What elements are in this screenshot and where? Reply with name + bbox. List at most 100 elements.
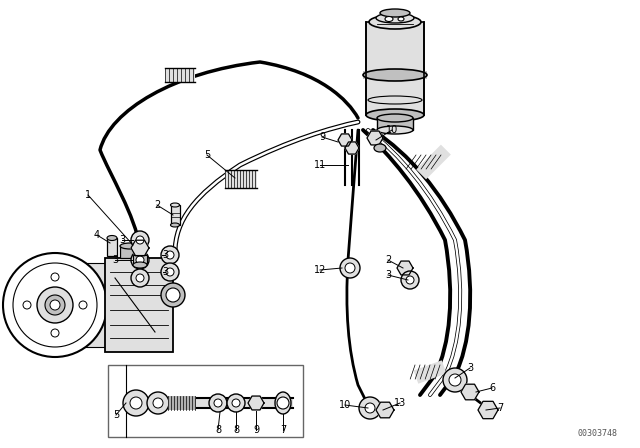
Circle shape bbox=[406, 276, 414, 284]
Ellipse shape bbox=[380, 9, 410, 17]
Circle shape bbox=[161, 246, 179, 264]
Ellipse shape bbox=[170, 223, 179, 227]
Text: 3: 3 bbox=[119, 235, 125, 245]
Bar bbox=[366, 22, 424, 75]
Bar bbox=[170, 205, 179, 225]
Ellipse shape bbox=[133, 262, 147, 268]
Text: 11: 11 bbox=[314, 160, 326, 170]
Text: 12: 12 bbox=[314, 265, 326, 275]
Bar bbox=[225, 170, 257, 188]
Bar bbox=[136, 398, 293, 408]
Circle shape bbox=[401, 271, 419, 289]
Circle shape bbox=[136, 274, 144, 282]
Bar bbox=[120, 246, 140, 258]
Circle shape bbox=[131, 269, 149, 287]
Circle shape bbox=[345, 263, 355, 273]
Text: 3: 3 bbox=[112, 255, 118, 265]
Bar bbox=[377, 118, 413, 130]
Text: 00303748: 00303748 bbox=[577, 429, 617, 438]
Polygon shape bbox=[345, 142, 359, 154]
Circle shape bbox=[37, 287, 73, 323]
Circle shape bbox=[51, 273, 59, 281]
Circle shape bbox=[13, 263, 97, 347]
Ellipse shape bbox=[377, 126, 413, 134]
Text: 6: 6 bbox=[489, 383, 495, 393]
Circle shape bbox=[147, 392, 169, 414]
Text: 1: 1 bbox=[85, 190, 91, 200]
Polygon shape bbox=[461, 384, 479, 400]
Circle shape bbox=[45, 295, 65, 315]
Text: 3: 3 bbox=[162, 250, 168, 260]
Circle shape bbox=[365, 403, 375, 413]
Ellipse shape bbox=[120, 243, 140, 249]
Circle shape bbox=[214, 399, 222, 407]
Circle shape bbox=[340, 258, 360, 278]
Text: 2: 2 bbox=[385, 255, 391, 265]
Text: 7: 7 bbox=[497, 403, 503, 413]
Circle shape bbox=[166, 251, 174, 259]
Text: 9: 9 bbox=[253, 425, 259, 435]
Circle shape bbox=[359, 397, 381, 419]
Bar bbox=[168, 396, 196, 410]
Circle shape bbox=[153, 398, 163, 408]
Circle shape bbox=[51, 329, 59, 337]
Bar bbox=[133, 255, 147, 263]
Ellipse shape bbox=[107, 236, 117, 241]
Text: 13: 13 bbox=[394, 398, 406, 408]
Text: 2: 2 bbox=[154, 200, 160, 210]
Ellipse shape bbox=[170, 203, 179, 207]
Circle shape bbox=[449, 374, 461, 386]
Circle shape bbox=[136, 256, 144, 264]
Text: 7: 7 bbox=[280, 425, 286, 435]
Text: 5: 5 bbox=[204, 150, 210, 160]
Polygon shape bbox=[478, 401, 498, 419]
Polygon shape bbox=[131, 240, 149, 256]
Circle shape bbox=[136, 236, 144, 244]
Bar bbox=[108, 365, 303, 437]
Text: 8: 8 bbox=[215, 425, 221, 435]
Text: 9: 9 bbox=[319, 132, 325, 142]
Text: 10: 10 bbox=[339, 400, 351, 410]
Circle shape bbox=[166, 288, 180, 302]
Ellipse shape bbox=[398, 17, 404, 21]
Circle shape bbox=[123, 390, 149, 416]
Ellipse shape bbox=[374, 144, 386, 152]
Circle shape bbox=[79, 301, 87, 309]
Circle shape bbox=[23, 301, 31, 309]
Polygon shape bbox=[376, 402, 394, 418]
Bar bbox=[416, 145, 451, 179]
Bar bbox=[366, 75, 424, 115]
Text: 3: 3 bbox=[385, 270, 391, 280]
Bar bbox=[165, 68, 195, 82]
Polygon shape bbox=[367, 131, 383, 145]
Ellipse shape bbox=[376, 13, 414, 23]
Polygon shape bbox=[338, 134, 352, 146]
Ellipse shape bbox=[366, 109, 424, 121]
Polygon shape bbox=[248, 396, 264, 410]
Circle shape bbox=[131, 251, 149, 269]
Bar bbox=[73, 263, 105, 347]
Circle shape bbox=[161, 263, 179, 281]
Bar bbox=[107, 238, 117, 256]
Circle shape bbox=[209, 394, 227, 412]
Circle shape bbox=[232, 399, 240, 407]
Circle shape bbox=[130, 397, 142, 409]
Circle shape bbox=[161, 283, 185, 307]
Circle shape bbox=[3, 253, 107, 357]
Bar bbox=[363, 71, 427, 79]
Text: 10: 10 bbox=[386, 125, 398, 135]
Text: 4: 4 bbox=[94, 230, 100, 240]
Circle shape bbox=[443, 368, 467, 392]
Circle shape bbox=[227, 394, 245, 412]
Bar bbox=[105, 258, 173, 352]
Circle shape bbox=[50, 300, 60, 310]
Text: 5: 5 bbox=[113, 410, 119, 420]
Text: 3: 3 bbox=[162, 267, 168, 277]
Circle shape bbox=[166, 268, 174, 276]
Circle shape bbox=[131, 231, 149, 249]
Text: 3: 3 bbox=[467, 363, 473, 373]
Text: 8: 8 bbox=[233, 425, 239, 435]
Ellipse shape bbox=[377, 114, 413, 122]
Ellipse shape bbox=[385, 17, 393, 22]
Circle shape bbox=[277, 397, 289, 409]
